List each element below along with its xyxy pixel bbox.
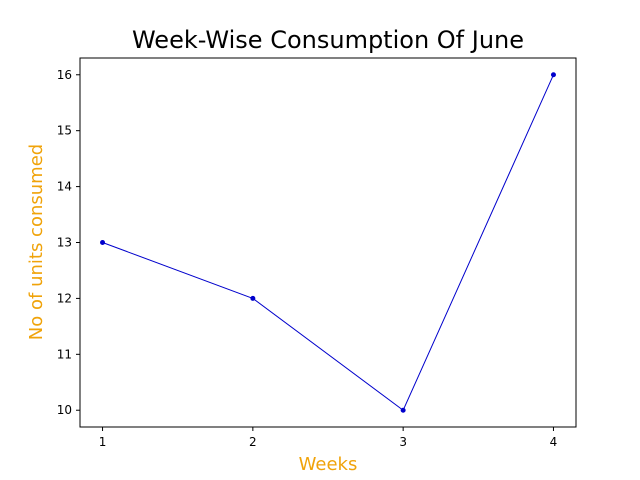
x-tick-label: 4 xyxy=(550,435,558,449)
x-tick-label: 2 xyxy=(249,435,257,449)
y-tick-label: 15 xyxy=(57,124,72,138)
chart-title: Week-Wise Consumption Of June xyxy=(132,26,524,54)
data-point xyxy=(550,72,556,78)
y-tick-label: 14 xyxy=(57,180,72,194)
y-tick-label: 13 xyxy=(57,236,72,250)
y-axis-label: No of units consumed xyxy=(26,144,47,340)
series-layer xyxy=(100,72,556,413)
plot-frame xyxy=(79,57,577,428)
data-point xyxy=(400,407,406,413)
x-axis: 1 2 3 4 xyxy=(99,427,558,449)
y-tick-label: 11 xyxy=(57,347,72,361)
data-point xyxy=(250,295,256,301)
x-tick-label: 3 xyxy=(399,435,407,449)
data-point xyxy=(100,240,106,245)
x-tick-label: 1 xyxy=(99,435,107,449)
x-axis-label: Weeks xyxy=(299,454,358,475)
y-axis: 10 11 12 13 14 15 16 xyxy=(57,68,80,417)
y-tick-label: 12 xyxy=(57,291,72,305)
y-tick-label: 10 xyxy=(57,403,72,417)
y-tick-label: 16 xyxy=(57,68,72,82)
series-line xyxy=(102,74,554,412)
